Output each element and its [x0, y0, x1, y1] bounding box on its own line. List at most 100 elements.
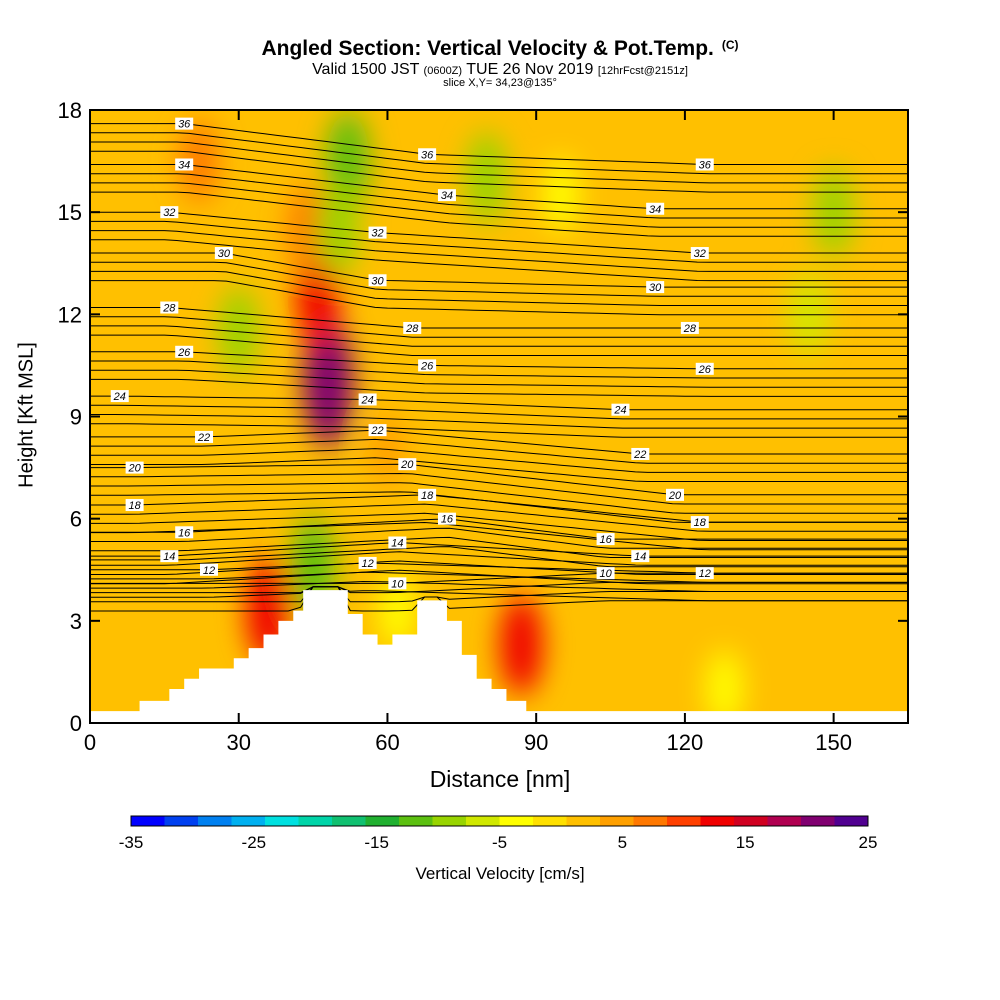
slice-info: slice X,Y= 34,23@135°: [443, 77, 557, 89]
colorbar-label: Vertical Velocity [cm/s]: [415, 864, 585, 883]
isotherm-20-2: [90, 482, 908, 514]
isotherm-18-3: [90, 521, 908, 551]
colorbar-swatch-21: [834, 816, 869, 826]
isotherm-label-4: 34: [441, 190, 453, 202]
isotherm-label-15: 26: [177, 347, 191, 359]
isotherm-26-2: [90, 369, 908, 388]
isotherm-28-1: [90, 316, 908, 338]
isotherm-22-0: [90, 429, 908, 455]
isotherm-30-3: [90, 280, 908, 316]
isotherm-label-14: 28: [683, 323, 697, 335]
isotherm-22-1: [90, 438, 908, 464]
chart-title: Angled Section: Vertical Velocity & Pot.…: [0, 37, 1000, 61]
isotherm-label-bg-35: [631, 550, 650, 563]
isotherm-label-26: 20: [668, 490, 682, 502]
colorbar-swatch-10: [466, 816, 500, 826]
colorbar-swatch-19: [767, 816, 802, 826]
x-tick-label-0: 0: [84, 730, 96, 755]
isotherm-label-32: 16: [599, 534, 612, 546]
isotherm-label-bg-7: [368, 226, 387, 239]
subtitle-date: TUE 26 Nov 2019: [466, 61, 594, 78]
isotherm-label-1: 36: [421, 149, 434, 161]
x-axis: 0 30 60 90 120 150: [84, 110, 852, 755]
isotherm-label-29: 18: [694, 517, 707, 529]
isotherm-label-30: 16: [178, 527, 191, 539]
isotherm-label-35: 14: [634, 551, 646, 563]
isotherm-32-0: [90, 211, 908, 254]
isotherm-label-bg-5: [646, 202, 665, 215]
colorbar-swatch-18: [734, 816, 768, 826]
velocity-feature-10: [466, 132, 507, 224]
plot-area: 36 36 36 34 34 34 32 32 32 30 30 30 28 28 28 26 26 26 24 24…: [90, 110, 908, 723]
isotherm-20-1: [90, 472, 908, 505]
isotherm-label-bg-19: [358, 393, 377, 406]
isotherm-label-2: 36: [699, 159, 712, 171]
terrain-mask: [90, 590, 908, 723]
isotherm-label-bg-18: [110, 390, 129, 403]
isotherm-label-17: 26: [698, 364, 712, 376]
isotherm-label-bg-31: [437, 512, 456, 525]
colorbar-tick-3: -5: [492, 833, 507, 852]
isotherm-36-1: [90, 132, 908, 175]
isotherm-26-3: [90, 378, 908, 397]
isotherm-label-bg-23: [631, 447, 650, 460]
subtitle-forecast: [12hrFcst@2151z]: [597, 65, 688, 77]
isotherm-24-2: [90, 414, 908, 429]
isotherm-label-13: 28: [405, 323, 419, 335]
isotherm-label-21: 22: [197, 432, 210, 444]
isotherm-34-1: [90, 173, 908, 219]
isotherm-14-2: [90, 560, 908, 575]
y-tick-label-6: 18: [58, 98, 82, 123]
isotherm-label-25: 20: [400, 459, 414, 471]
isotherm-label-10: 30: [371, 275, 384, 287]
isotherm-14-3: [90, 569, 908, 585]
y-axis-label: Height [Kft MSL]: [15, 342, 38, 488]
isotherm-label-bg-1: [418, 148, 437, 161]
isotherm-label-38: 12: [699, 568, 711, 580]
isotherm-label-39: 10: [391, 578, 404, 590]
y-tick-label-0: 0: [70, 711, 82, 736]
isotherm-26-0: [90, 351, 908, 370]
isotherm-36-0: [90, 123, 908, 165]
isotherm-28-0: [90, 307, 908, 329]
isotherm-16-3: [90, 546, 908, 568]
velocity-feature-16: [706, 650, 743, 723]
subtitle-valid: Valid 1500 JST: [312, 61, 420, 78]
isotherm-label-bg-38: [695, 567, 714, 580]
isotherm-label-5: 34: [649, 204, 661, 216]
isotherm-label-34: 14: [391, 538, 403, 550]
isotherm-label-bg-21: [195, 430, 214, 443]
isotherm-labels: 36 36 36 34 34 34 32 32 32 30 30 30 28 28 28 26 26 26 24 24…: [110, 117, 714, 590]
isotherm-16-0: [90, 518, 908, 540]
isotherm-label-bg-3: [175, 158, 194, 171]
velocity-feature-14: [180, 119, 219, 203]
colorbar-tick-6: 25: [859, 833, 878, 852]
isotherm-label-bg-30: [175, 526, 194, 539]
isotherm-label-40: 10: [599, 568, 612, 580]
isotherm-label-11: 30: [649, 282, 662, 294]
isotherm-12-2: [90, 580, 908, 592]
isotherm-label-31: 16: [441, 514, 454, 526]
colorbar-swatch-0: [131, 816, 165, 826]
isotherm-label-bg-34: [388, 536, 407, 549]
isotherm-label-bg-22: [368, 424, 387, 437]
isotherm-label-bg-2: [695, 158, 714, 171]
isotherm-lines: [90, 123, 908, 612]
isotherm-label-bg-27: [125, 499, 144, 512]
y-tick-label-4: 12: [58, 302, 82, 327]
isotherm-label-bg-17: [695, 362, 714, 375]
colorbar: -35 -25 -15 -5 5 15 25: [119, 815, 878, 852]
velocity-feature-2: [288, 185, 328, 274]
isotherm-label-bg-33: [160, 550, 179, 563]
colorbar-swatch-20: [801, 816, 835, 826]
isotherm-label-bg-24: [125, 461, 144, 474]
isotherm-22-3: [90, 457, 908, 482]
isotherm-34-3: [90, 191, 908, 237]
isotherm-label-bg-26: [665, 488, 684, 501]
isotherm-label-bg-12: [160, 301, 179, 314]
y-tick-label-2: 6: [70, 507, 82, 532]
colorbar-swatch-14: [600, 816, 634, 826]
x-tick-label-3: 90: [524, 730, 548, 755]
isotherm-32-3: [90, 239, 908, 282]
